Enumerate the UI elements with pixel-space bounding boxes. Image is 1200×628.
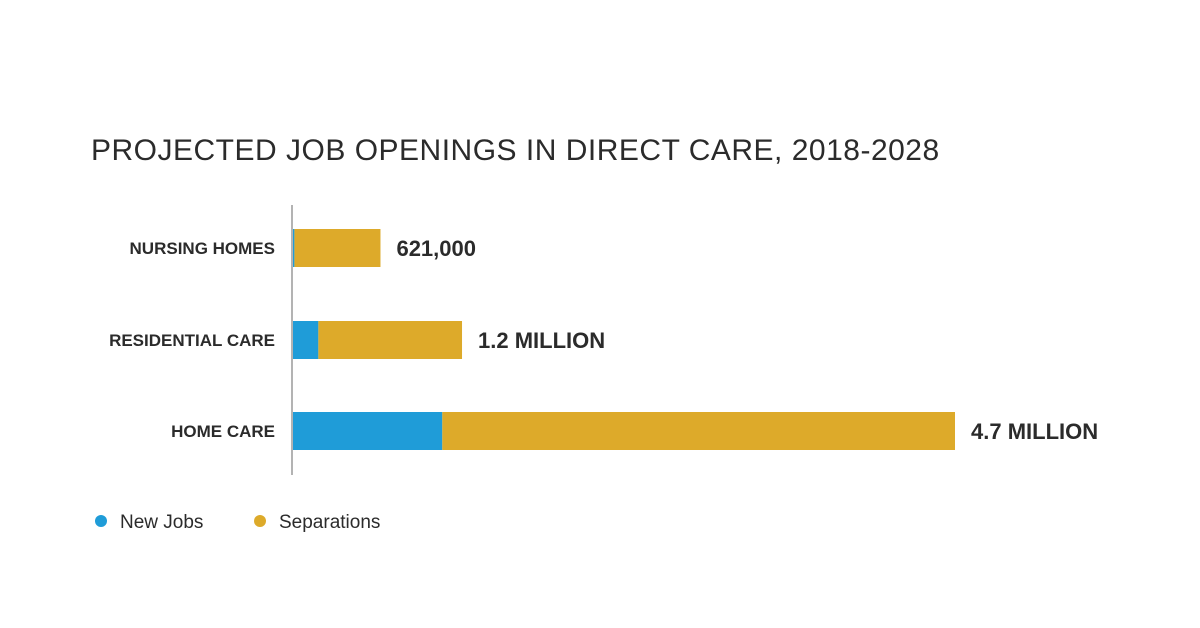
- legend-swatch-new-jobs: [95, 515, 107, 527]
- bars-group: [293, 229, 955, 450]
- category-label: NURSING HOMES: [130, 239, 275, 258]
- legend: New Jobs Separations: [95, 512, 380, 533]
- chart-title: PROJECTED JOB OPENINGS IN DIRECT CARE, 2…: [91, 134, 940, 167]
- category-label: RESIDENTIAL CARE: [109, 331, 275, 350]
- bar-new-jobs-0: [293, 229, 295, 267]
- bar-new-jobs-1: [293, 321, 319, 359]
- data-label: 621,000: [396, 236, 476, 261]
- bar-separations-0: [294, 229, 381, 267]
- legend-label-separations: Separations: [279, 512, 380, 533]
- legend-swatch-separations: [254, 515, 266, 527]
- legend-label-new-jobs: New Jobs: [120, 512, 203, 533]
- bar-separations-2: [442, 412, 955, 450]
- data-labels: 621,000 1.2 MILLION 4.7 MILLION: [396, 236, 1098, 444]
- data-label: 4.7 MILLION: [971, 419, 1098, 444]
- data-label: 1.2 MILLION: [478, 328, 605, 353]
- category-labels: NURSING HOMES RESIDENTIAL CARE HOME CARE: [109, 239, 275, 441]
- category-label: HOME CARE: [171, 422, 275, 441]
- bar-new-jobs-2: [293, 412, 443, 450]
- bar-separations-1: [318, 321, 463, 359]
